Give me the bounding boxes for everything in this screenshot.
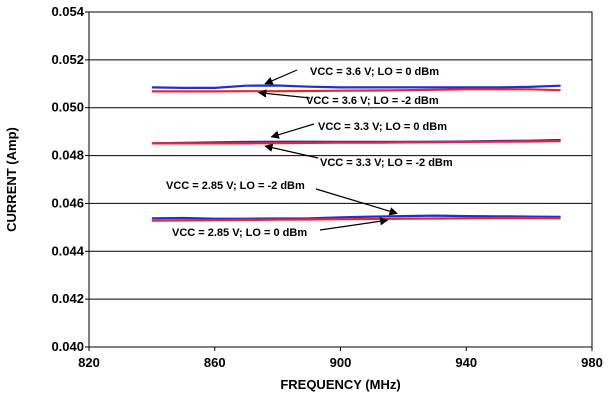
x-axis-ticks: 820 860 900 940 980 [78,347,603,370]
y-axis-title: CURRENT (Amp) [4,127,19,232]
x-tick-label: 980 [581,355,603,370]
x-tick-label: 900 [330,355,352,370]
y-tick-label: 0.044 [51,243,84,258]
y-tick-label: 0.052 [51,52,84,67]
y-tick-label: 0.048 [51,148,84,163]
annotation-layer: VCC = 3.6 V; LO = 0 dBm VCC = 3.6 V; LO =… [166,66,453,239]
annotation-arrow [264,143,319,159]
y-axis-ticks: 0.040 0.042 0.044 0.046 0.048 0.050 0.052 0.054 [51,4,89,354]
annotation-arrow [257,89,311,99]
plot-area-frame [88,11,593,348]
annotation-arrow [315,188,398,216]
y-tick-label: 0.054 [51,4,84,19]
y-tick-label: 0.050 [51,100,84,115]
y-tick-label: 0.040 [51,339,84,354]
annotation-label: VCC = 2.85 V; LO = 0 dBm [172,227,307,239]
series-line-5 [151,214,561,220]
annotation-arrow [270,123,315,139]
x-tick-label: 820 [78,355,100,370]
series-line-1 [151,84,561,90]
annotation-arrow [264,69,298,85]
annotation-label: VCC = 3.3 V; LO = -2 dBm [320,157,453,169]
y-tick-label: 0.046 [51,195,84,210]
annotation-label: VCC = 3.6 V; LO = -2 dBm [306,95,439,107]
y-tick-label: 0.042 [51,291,84,306]
gridlines [89,11,592,348]
series-line-6 [151,216,561,222]
x-tick-label: 940 [455,355,477,370]
series-line-2 [151,88,561,93]
x-axis-title: FREQUENCY (MHz) [280,377,400,392]
annotation-label: VCC = 2.85 V; LO = -2 dBm [166,180,305,192]
series-layer [151,84,561,222]
annotation-label: VCC = 3.6 V; LO = 0 dBm [310,66,439,78]
series-line-4 [151,140,561,145]
annotation-arrow [319,217,389,231]
x-tick-label: 860 [204,355,226,370]
annotation-label: VCC = 3.3 V; LO = 0 dBm [318,121,447,133]
